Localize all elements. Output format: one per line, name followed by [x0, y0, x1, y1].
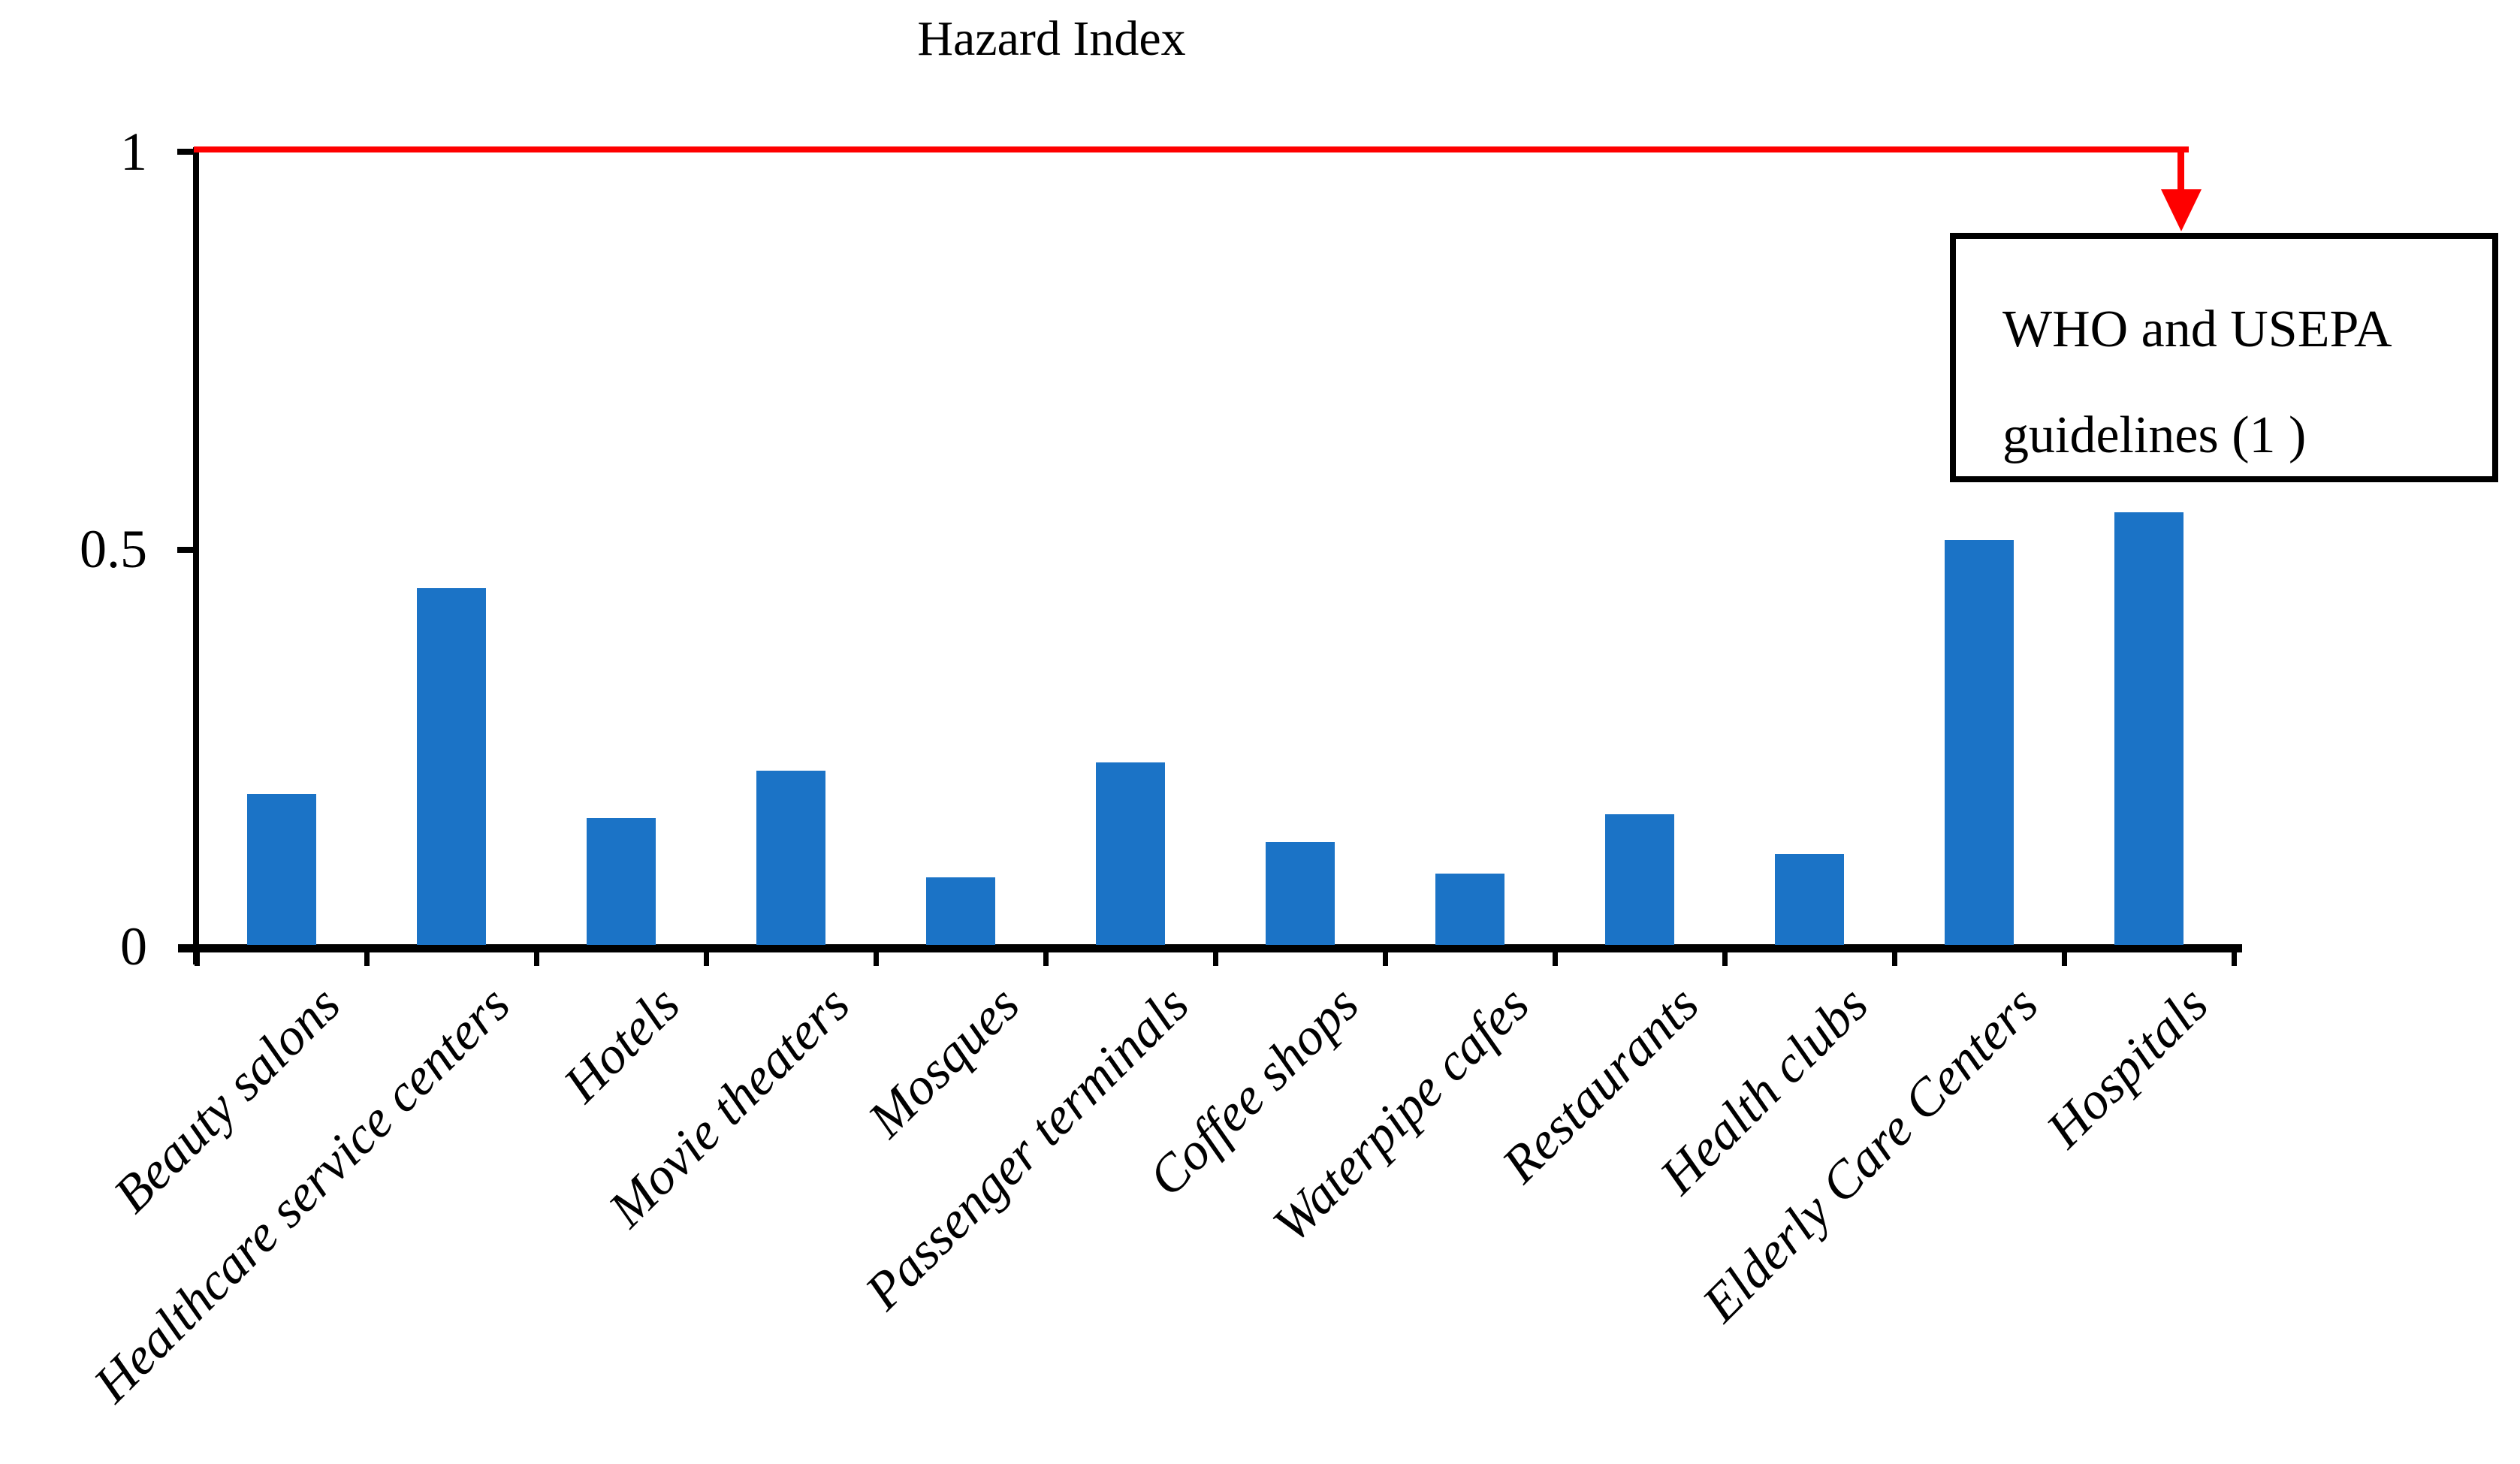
- guideline-line: [194, 146, 2189, 152]
- x-category-label: Passenger terminals: [855, 975, 1201, 1321]
- annotation-line1: WHO and USEPA: [2002, 300, 2392, 358]
- bar-mosques: [926, 877, 995, 945]
- arrow-down-icon: [2161, 189, 2202, 231]
- y-axis: [193, 147, 199, 964]
- bar-hotels: [587, 818, 656, 945]
- x-tick: [1043, 948, 1049, 966]
- chart-title: Hazard Index: [917, 11, 1186, 66]
- x-tick: [704, 948, 709, 966]
- y-tick-1: [177, 149, 195, 155]
- bar-passenger-terminals: [1096, 762, 1165, 945]
- x-tick: [1213, 948, 1218, 966]
- x-category-label: Hospitals: [2035, 975, 2220, 1159]
- y-tick-0.5: [177, 547, 195, 553]
- y-tick-label-0: 0: [120, 916, 147, 977]
- x-tick: [2232, 948, 2237, 966]
- y-tick-label-1: 1: [120, 122, 147, 182]
- x-category-label: Mosques: [857, 975, 1031, 1149]
- bar-elderly-care-centers: [1945, 540, 2014, 945]
- bar-beauty-salons: [247, 794, 316, 945]
- x-tick: [1722, 948, 1728, 966]
- y-tick-label-0.5: 0.5: [80, 519, 147, 579]
- bar-healthcare-service-centers: [417, 588, 486, 945]
- x-tick: [1892, 948, 1897, 966]
- x-tick: [195, 948, 200, 966]
- x-tick: [874, 948, 879, 966]
- x-category-label: Hotels: [553, 975, 692, 1114]
- x-tick: [534, 948, 539, 966]
- bar-restaurants: [1605, 814, 1674, 945]
- x-tick: [364, 948, 370, 966]
- x-tick: [1383, 948, 1388, 966]
- bar-coffee-shops: [1266, 842, 1335, 945]
- bar-hospitals: [2114, 512, 2183, 945]
- x-category-label: Elderly Care Centers: [1692, 975, 2050, 1333]
- x-axis: [178, 944, 2242, 952]
- annotation-box: WHO and USEPA guidelines (1 ): [1950, 233, 2498, 482]
- x-tick: [2062, 948, 2067, 966]
- bar-waterpipe-cafes: [1435, 874, 1504, 945]
- bar-health-clubs: [1775, 854, 1844, 945]
- annotation-line2: guidelines (1 ): [2002, 406, 2307, 464]
- guideline-arrow-stem: [2177, 149, 2184, 192]
- x-tick: [1553, 948, 1558, 966]
- bar-movie-theaters: [756, 771, 825, 945]
